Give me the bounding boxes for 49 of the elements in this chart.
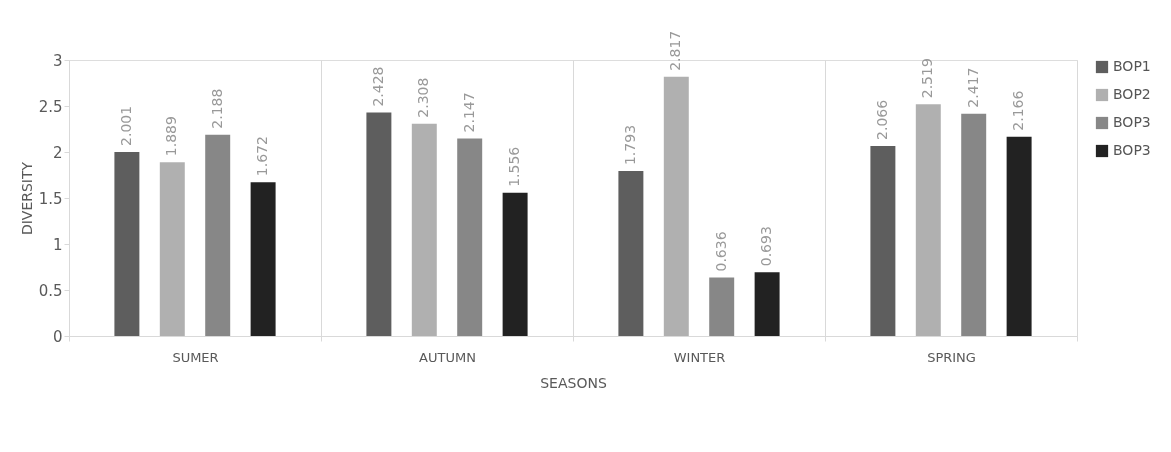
y-tick-label: 0 [52,327,63,346]
x-tick-label: SUMER [172,349,219,365]
legend-label: BOP3 [1113,114,1151,130]
data-label: 0.636 [712,231,729,272]
x-tick-label: AUTUMN [419,349,476,365]
data-label: 2.417 [964,67,981,108]
y-tick-label: 1 [52,235,63,254]
bar [114,151,140,336]
bar [915,104,941,336]
data-label: 2.308 [415,77,432,118]
y-tick-label: 1.5 [38,189,63,208]
data-label: 2.147 [460,92,477,133]
bar [663,76,689,336]
x-axis-title: SEASONS [540,374,607,391]
data-label: 1.793 [621,124,638,166]
bar [502,192,528,336]
data-label: 0.693 [758,226,775,267]
data-label: 2.428 [369,66,386,107]
bar [754,272,780,336]
bar [250,182,276,336]
bar [159,162,185,336]
legend-label: BOP1 [1113,58,1151,74]
legend-label: BOP3 [1113,142,1151,158]
bar [709,277,735,336]
bar [618,171,644,336]
legend-label: BOP2 [1113,86,1151,102]
x-tick-label: WINTER [673,349,726,365]
data-label: 2.519 [919,58,936,99]
x-tick-label: SPRING [927,349,976,365]
bar [411,123,437,336]
bar [870,145,896,336]
data-label: 2.001 [117,105,134,146]
y-tick-label: 3 [52,51,63,70]
data-label: 1.556 [506,146,523,187]
data-label: 2.188 [208,88,225,129]
y-tick-label: 2 [52,143,63,162]
data-label: 2.166 [1010,90,1027,131]
bar [961,113,987,336]
data-label: 1.672 [254,136,271,177]
y-axis-title: DIVERSITY [18,161,35,236]
y-tick-label: 0.5 [38,281,63,300]
bar [205,134,231,336]
bar [366,112,392,336]
bar [1006,136,1032,336]
data-label: 1.889 [163,116,180,157]
data-label: 2.817 [667,30,684,71]
data-label: 2.066 [873,99,890,140]
y-tick-label: 2.5 [38,97,63,116]
bar [457,138,483,336]
